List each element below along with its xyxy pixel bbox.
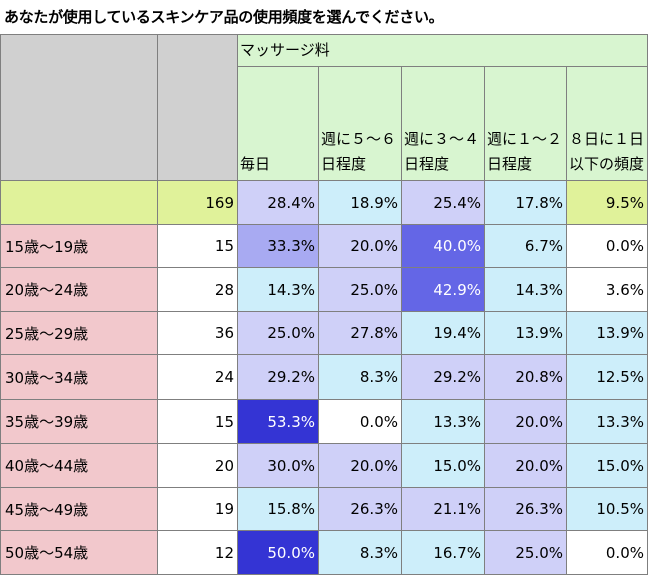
percentage-cell: 25.0% [237,311,319,355]
respondent-count: 12 [157,530,238,575]
respondent-count: 36 [157,311,238,355]
percentage-cell: 8.3% [318,530,402,575]
percentage-cell: 13.9% [566,311,648,355]
column-header: 毎日 [237,66,319,181]
table-row: 45歳～49歳 19 15.8% 26.3% 21.1% 26.3% 10.5% [0,487,648,531]
total-count: 169 [157,180,238,225]
total-value: 28.4% [237,180,319,225]
age-group-label: 25歳～29歳 [0,311,158,355]
respondent-count: 15 [157,399,238,444]
total-value: 25.4% [401,180,485,225]
page-title: あなたが使用しているスキンケア品の使用頻度を選んでください。 [4,8,444,26]
header-row-group: マッサージ料 [0,34,648,181]
column-header: ８日に１日以下の頻度 [566,66,648,181]
percentage-cell: 20.0% [484,399,567,444]
percentage-cell: 3.6% [566,267,648,312]
percentage-cell: 27.8% [318,311,402,355]
percentage-cell: 8.3% [318,354,402,400]
table-row: 30歳～34歳 24 29.2% 8.3% 29.2% 20.8% 12.5% [0,354,648,400]
percentage-cell: 6.7% [484,224,567,268]
percentage-cell: 13.9% [484,311,567,355]
percentage-cell: 40.0% [401,224,485,268]
corner-cell [0,34,158,181]
column-header: 週に５～６日程度 [318,66,402,181]
percentage-cell: 14.3% [484,267,567,312]
column-header: 週に３～４日程度 [401,66,485,181]
group-header: マッサージ料 [237,34,648,67]
respondent-count: 20 [157,443,238,488]
percentage-cell: 16.7% [401,530,485,575]
percentage-cell: 20.0% [318,224,402,268]
frequency-table: マッサージ料 毎日 週に５～６日程度 週に３～４日程度 週に１～２日程度 ８日に… [0,34,648,575]
percentage-cell: 50.0% [237,530,319,575]
percentage-cell: 29.2% [401,354,485,400]
percentage-cell: 15.8% [237,487,319,531]
age-group-label: 50歳～54歳 [0,530,158,575]
percentage-cell: 25.0% [484,530,567,575]
respondent-count: 19 [157,487,238,531]
respondent-count: 15 [157,224,238,268]
respondent-count: 24 [157,354,238,400]
percentage-cell: 26.3% [318,487,402,531]
header-row-columns: 毎日 週に５～６日程度 週に３～４日程度 週に１～２日程度 ８日に１日以下の頻度 [1,66,648,181]
percentage-cell: 13.3% [566,399,648,444]
percentage-cell: 10.5% [566,487,648,531]
age-group-label: 15歳～19歳 [0,224,158,268]
table-row: 20歳～24歳 28 14.3% 25.0% 42.9% 14.3% 3.6% [0,267,648,312]
respondent-count: 28 [157,267,238,312]
table-row: 15歳～19歳 15 33.3% 20.0% 40.0% 6.7% 0.0% [0,224,648,268]
total-value: 9.5% [566,180,648,225]
total-label-cell [0,180,158,225]
age-group-label: 45歳～49歳 [0,487,158,531]
percentage-cell: 15.0% [401,443,485,488]
percentage-cell: 53.3% [237,399,319,444]
percentage-cell: 0.0% [566,530,648,575]
table-row: 40歳～44歳 20 30.0% 20.0% 15.0% 20.0% 15.0% [0,443,648,488]
column-header: 週に１～２日程度 [484,66,567,181]
total-row: 169 28.4% 18.9% 25.4% 17.8% 9.5% [0,180,648,225]
total-value: 17.8% [484,180,567,225]
percentage-cell: 21.1% [401,487,485,531]
age-group-label: 35歳～39歳 [0,399,158,444]
percentage-cell: 20.0% [318,443,402,488]
age-group-label: 30歳～34歳 [0,354,158,400]
percentage-cell: 0.0% [318,399,402,444]
percentage-cell: 25.0% [318,267,402,312]
percentage-cell: 20.8% [484,354,567,400]
age-group-label: 20歳～24歳 [0,267,158,312]
percentage-cell: 13.3% [401,399,485,444]
percentage-cell: 33.3% [237,224,319,268]
table-row: 35歳～39歳 15 53.3% 0.0% 13.3% 20.0% 13.3% [0,399,648,444]
percentage-cell: 15.0% [566,443,648,488]
age-group-label: 40歳～44歳 [0,443,158,488]
percentage-cell: 12.5% [566,354,648,400]
percentage-cell: 29.2% [237,354,319,400]
percentage-cell: 26.3% [484,487,567,531]
table-row: 25歳～29歳 36 25.0% 27.8% 19.4% 13.9% 13.9% [0,311,648,355]
percentage-cell: 19.4% [401,311,485,355]
total-value: 18.9% [318,180,402,225]
count-header-cell [157,34,238,181]
percentage-cell: 14.3% [237,267,319,312]
table-row: 50歳～54歳 12 50.0% 8.3% 16.7% 25.0% 0.0% [0,530,648,575]
percentage-cell: 42.9% [401,267,485,312]
percentage-cell: 20.0% [484,443,567,488]
percentage-cell: 0.0% [566,224,648,268]
percentage-cell: 30.0% [237,443,319,488]
